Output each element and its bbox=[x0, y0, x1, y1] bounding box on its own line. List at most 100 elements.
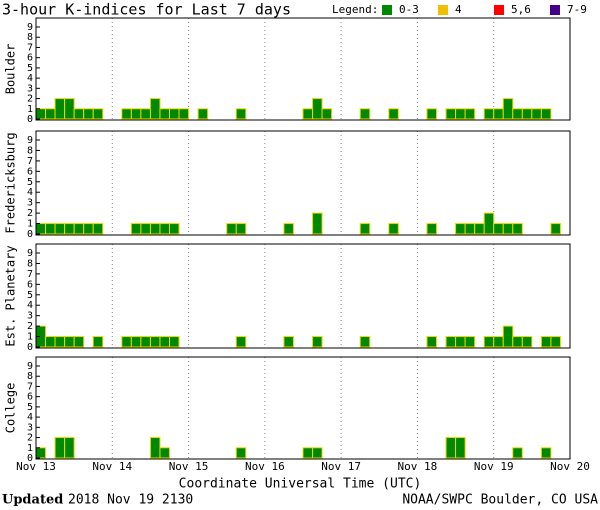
bar bbox=[92, 108, 104, 120]
x-tick-label: Nov 16 bbox=[245, 460, 285, 473]
bar bbox=[359, 336, 371, 348]
bar bbox=[45, 336, 56, 348]
bar bbox=[512, 447, 523, 459]
legend-label: 0-3 bbox=[399, 3, 419, 16]
footer-label: Updated bbox=[2, 493, 63, 508]
y-tick-label: 0 bbox=[27, 114, 33, 125]
bar bbox=[159, 108, 170, 120]
y-tick-label: 2 bbox=[27, 321, 33, 332]
bar bbox=[493, 223, 504, 235]
y-tick-label: 9 bbox=[27, 248, 33, 259]
bar bbox=[502, 325, 514, 348]
bar bbox=[512, 108, 523, 120]
legend-swatch bbox=[550, 5, 560, 15]
bar bbox=[455, 108, 466, 120]
y-axis-label: Fredericksburg bbox=[4, 132, 18, 233]
bar bbox=[474, 223, 485, 235]
bar bbox=[312, 336, 323, 348]
y-tick-label: 3 bbox=[27, 422, 33, 433]
y-tick-label: 1 bbox=[27, 443, 33, 454]
y-tick-label: 7 bbox=[27, 42, 33, 53]
bar bbox=[540, 108, 552, 120]
panel-frame bbox=[35, 17, 571, 121]
bar bbox=[121, 108, 132, 120]
bar bbox=[550, 336, 561, 348]
bar bbox=[64, 336, 75, 348]
bar bbox=[388, 223, 399, 235]
bar bbox=[169, 108, 180, 120]
bar bbox=[493, 336, 504, 348]
y-tick-label: 6 bbox=[27, 166, 33, 177]
y-tick-label: 4 bbox=[27, 300, 33, 311]
bar bbox=[464, 336, 476, 348]
footer-source: NOAA/SWPC Boulder, CO USA bbox=[402, 493, 598, 508]
bar bbox=[73, 336, 85, 348]
bar bbox=[35, 447, 47, 459]
x-tick-label: Nov 18 bbox=[398, 460, 438, 473]
bar bbox=[140, 108, 151, 120]
bar bbox=[83, 108, 94, 120]
bar bbox=[235, 336, 247, 348]
y-tick-label: 9 bbox=[27, 135, 33, 146]
y-tick-label: 3 bbox=[27, 311, 33, 322]
bar bbox=[283, 223, 294, 235]
bar bbox=[35, 223, 47, 235]
bar bbox=[531, 108, 542, 120]
bar bbox=[321, 108, 333, 120]
bar bbox=[130, 336, 142, 348]
y-tick-label: 6 bbox=[27, 392, 33, 403]
x-tick-label: Nov 19 bbox=[474, 460, 514, 473]
bar bbox=[73, 108, 85, 120]
bar bbox=[149, 336, 161, 348]
y-tick-label: 2 bbox=[27, 208, 33, 219]
bar bbox=[73, 223, 85, 235]
bar bbox=[445, 108, 457, 120]
panel-frame bbox=[35, 356, 571, 460]
x-tick-label: Nov 15 bbox=[169, 460, 209, 473]
bar bbox=[64, 437, 75, 459]
bar bbox=[54, 98, 66, 120]
bar bbox=[159, 223, 170, 235]
y-tick-label: 3 bbox=[27, 198, 33, 209]
bar bbox=[45, 108, 56, 120]
bar bbox=[92, 223, 104, 235]
bar bbox=[130, 108, 142, 120]
bar bbox=[178, 108, 190, 120]
bar bbox=[483, 336, 495, 348]
y-tick-label: 6 bbox=[27, 279, 33, 290]
bar bbox=[283, 336, 294, 348]
bar bbox=[426, 108, 438, 120]
y-tick-label: 6 bbox=[27, 53, 33, 64]
bar bbox=[502, 223, 514, 235]
y-tick-label: 5 bbox=[27, 177, 33, 188]
bar bbox=[312, 447, 323, 459]
bar bbox=[130, 223, 142, 235]
y-tick-label: 5 bbox=[27, 290, 33, 301]
bar bbox=[92, 336, 104, 348]
bar bbox=[521, 108, 533, 120]
bar bbox=[45, 223, 56, 235]
bar bbox=[502, 98, 514, 120]
bar bbox=[455, 223, 466, 235]
y-tick-label: 4 bbox=[27, 73, 33, 84]
y-tick-label: 7 bbox=[27, 156, 33, 167]
bar bbox=[550, 223, 561, 235]
bar bbox=[521, 336, 533, 348]
bar bbox=[140, 223, 151, 235]
bar bbox=[312, 212, 323, 235]
x-tick-label: Nov 14 bbox=[92, 460, 132, 473]
legend-swatch bbox=[494, 5, 504, 15]
bar bbox=[149, 98, 161, 120]
x-axis-label: Coordinate Universal Time (UTC) bbox=[179, 477, 422, 492]
legend-label: 7-9 bbox=[567, 3, 587, 16]
bar bbox=[149, 437, 161, 459]
y-tick-label: 4 bbox=[27, 187, 33, 198]
y-tick-label: 9 bbox=[27, 361, 33, 372]
y-tick-label: 1 bbox=[27, 104, 33, 115]
footer-date: 2018 Nov 19 2130 bbox=[68, 493, 193, 508]
legend-label: 5,6 bbox=[511, 3, 531, 16]
bar bbox=[388, 108, 399, 120]
y-tick-label: 8 bbox=[27, 258, 33, 269]
y-tick-label: 8 bbox=[27, 32, 33, 43]
